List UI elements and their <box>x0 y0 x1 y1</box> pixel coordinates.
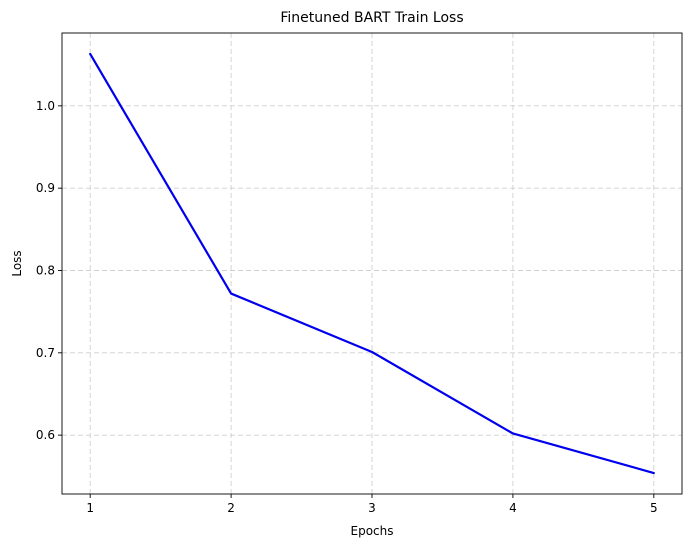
x-axis: 1 2 3 4 5 <box>86 494 658 515</box>
plot-frame <box>61 32 683 495</box>
x-axis-label: Epochs <box>351 524 394 538</box>
x-tick-label: 1 <box>86 501 94 515</box>
y-axis-label: Loss <box>10 250 24 276</box>
y-tick-label: 0.6 <box>36 428 55 442</box>
chart-title: Finetuned BART Train Loss <box>280 10 463 26</box>
x-tick-label: 5 <box>650 501 658 515</box>
x-tick-label: 2 <box>227 501 235 515</box>
x-tick-label: 3 <box>368 501 376 515</box>
y-tick-label: 0.9 <box>36 181 55 195</box>
y-tick-label: 1.0 <box>36 99 55 113</box>
grid-lines <box>62 33 682 494</box>
series-layer <box>89 52 655 475</box>
y-axis: 0.6 0.7 0.8 0.9 1.0 <box>36 99 62 442</box>
y-tick-label: 0.8 <box>36 263 55 277</box>
x-tick-label: 4 <box>509 501 517 515</box>
y-tick-label: 0.7 <box>36 346 55 360</box>
